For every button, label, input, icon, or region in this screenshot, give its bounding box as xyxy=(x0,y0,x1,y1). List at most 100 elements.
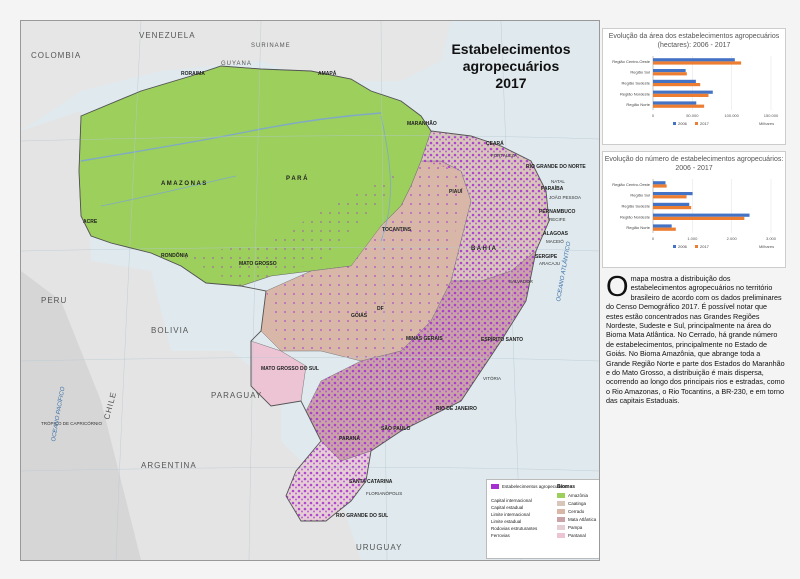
river xyxy=(100,175,237,207)
label-aracaju: ARACAJU xyxy=(539,261,561,266)
label-mato-grosso-do-sul: MATO GROSSO DO SUL xyxy=(261,366,319,372)
bar-2017 xyxy=(653,93,709,97)
bar-2006 xyxy=(653,213,750,217)
bar-2006 xyxy=(653,101,697,105)
map-title-line1: Estabelecimentos xyxy=(451,41,571,57)
bar-2017 xyxy=(653,216,745,220)
label-guyana: GUYANA xyxy=(221,61,252,67)
label-natal: NATAL xyxy=(551,179,565,184)
label-amazonas: A M A Z O N A S xyxy=(161,181,207,187)
description-dropcap: O xyxy=(606,271,629,303)
bar-2006 xyxy=(653,224,672,228)
map-frame: Estabelecimentos agropecuários 2017 VENE… xyxy=(20,20,600,561)
bar-2017 xyxy=(653,72,687,76)
label-paraiba: PARAÍBA xyxy=(541,186,564,192)
legend-swatch xyxy=(695,122,698,125)
legend-biome-pantanal: Pantanal xyxy=(557,533,586,539)
legend-item: Limite internacional xyxy=(491,512,530,517)
chart-area-title: Evolução da área dos estabelecimentos ag… xyxy=(608,33,780,49)
label-bolivia: BOLIVIA xyxy=(151,326,190,335)
bar-2017 xyxy=(653,227,676,231)
label-tocantins: TOCANTINS xyxy=(382,227,412,233)
label-peru: PERU xyxy=(41,296,68,305)
label-goias: GOIÁS xyxy=(351,313,368,319)
label-venezuela: VENEZUELA xyxy=(139,31,196,40)
label-para: P A R Á xyxy=(286,176,308,182)
legend-swatch xyxy=(673,245,676,248)
x-tick-label: 0 xyxy=(652,236,655,241)
legend-swatch xyxy=(673,122,676,125)
map-legend: Estabelecimentos agropecuários Biomas Ca… xyxy=(486,479,599,559)
bar-2017 xyxy=(653,104,705,108)
label-ceara: CEARÁ xyxy=(486,141,504,147)
bar-2006 xyxy=(653,202,690,206)
legend-item: Ferrovias xyxy=(491,533,510,538)
label-suriname: SURINAME xyxy=(251,43,291,49)
map-title-line2: agropecuários xyxy=(462,58,560,74)
description-text: mapa mostra a distribuição dos estabelec… xyxy=(606,274,785,406)
x-tick-label: 100.000 xyxy=(724,113,739,118)
label-santa-catarina: SANTA CATARINA xyxy=(349,479,393,485)
bar-2017 xyxy=(653,83,701,87)
label-florianopolis: FLORIANÓPOLIS xyxy=(366,491,403,496)
chart-area: Evolução da área dos estabelecimentos ag… xyxy=(602,28,786,145)
map-title-line3: 2017 xyxy=(495,75,527,91)
legend-label: 2017 xyxy=(700,121,710,126)
x-tick-label: 150.000 xyxy=(764,113,779,118)
establishments-cerrado xyxy=(266,161,461,361)
legend-biome-cerrado: Cerrado xyxy=(557,509,584,515)
legend-biome-caatinga: Caatinga xyxy=(557,501,586,507)
label-joao-pessoa: JOÃO PESSOA xyxy=(549,195,582,200)
category-label: Região Sul xyxy=(630,70,650,75)
label-recife: RECIFE xyxy=(549,217,566,222)
x-tick-label: 1.000 xyxy=(687,236,698,241)
map-title: Estabelecimentos agropecuários 2017 xyxy=(431,41,591,92)
label-paraguay: PARAGUAY xyxy=(211,391,263,400)
bar-2017 xyxy=(653,61,742,65)
label-maceio: MACEIÓ xyxy=(546,239,564,244)
x-tick-label: 2.000 xyxy=(727,236,738,241)
legend-establishments: Estabelecimentos agropecuários xyxy=(491,484,567,490)
label-bahia: B A H I A xyxy=(471,246,496,252)
label-rio-de-janeiro: RIO DE JANEIRO xyxy=(436,406,477,412)
legend-label: 2006 xyxy=(678,244,688,249)
bar-2006 xyxy=(653,58,735,62)
legend-biomes-title: Biomas xyxy=(557,484,576,490)
category-label: Região Sudeste xyxy=(622,204,651,209)
label-parana: PARANÁ xyxy=(339,436,361,442)
establishments-dense xyxy=(286,131,549,521)
category-label: Região Sul xyxy=(630,193,650,198)
category-label: Região Norte xyxy=(626,225,650,230)
bar-2006 xyxy=(653,69,686,73)
label-roraima: RORAIMA xyxy=(181,71,205,77)
brazil-outline xyxy=(78,65,550,522)
legend-biome-mata-atlantica: Mata Atlântica xyxy=(557,517,596,523)
label-minas-gerais: MINAS GERAIS xyxy=(406,336,443,342)
label-argentina: ARGENTINA xyxy=(141,461,197,470)
legend-label: 2006 xyxy=(678,121,688,126)
label-sao-paulo: SÃO PAULO xyxy=(381,426,411,432)
label-uruguay: URUGUAY xyxy=(356,543,403,552)
bar-2017 xyxy=(653,206,692,210)
northern-countries xyxy=(21,21,451,131)
brazil-map xyxy=(21,21,599,560)
label-fortaleza: FORTALEZA xyxy=(491,153,518,158)
legend-biome-pampa: Pampa xyxy=(557,525,582,531)
category-label: Região Norte xyxy=(626,102,650,107)
bar-2017 xyxy=(653,184,667,188)
label-acre: ACRE xyxy=(83,219,98,225)
x-tick-label: 3.000 xyxy=(766,236,777,241)
category-label: Região Centro-Oeste xyxy=(612,59,651,64)
bar-2006 xyxy=(653,90,713,94)
chart-count-plot: 0 1.000 2.000 3.000 Região Centro-Oeste Regiã… xyxy=(612,179,777,249)
andes-shade xyxy=(21,271,141,560)
bar-2006 xyxy=(653,192,693,196)
label-salvador: SALVADOR xyxy=(509,279,533,284)
label-vitoria: VITÓRIA xyxy=(483,376,502,381)
x-tick-label: 0 xyxy=(652,113,655,118)
chart-count-title: Evolução do número de estabelecimentos a… xyxy=(604,156,784,172)
label-rio-grande-do-sul: RIO GRANDE DO SUL xyxy=(336,513,389,519)
x-tick-label: 50.000 xyxy=(686,113,699,118)
label-espirito-santo: ESPÍRITO SANTO xyxy=(481,337,524,343)
